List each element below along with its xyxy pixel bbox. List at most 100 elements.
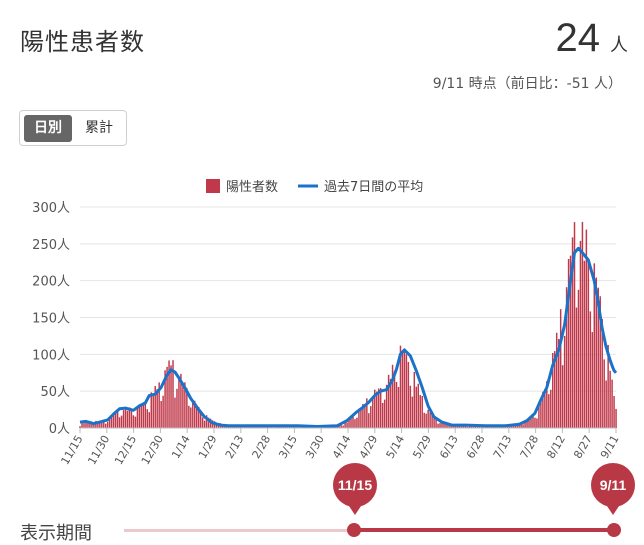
bar bbox=[540, 401, 542, 428]
bar bbox=[405, 354, 408, 428]
bar bbox=[116, 410, 119, 428]
bar bbox=[146, 409, 149, 428]
bar bbox=[419, 395, 421, 428]
x-tick-label: 9/11 bbox=[598, 433, 622, 461]
tab-daily[interactable]: 日別 bbox=[24, 115, 72, 142]
bar bbox=[571, 237, 574, 428]
tab-cumulative[interactable]: 累計 bbox=[85, 120, 113, 136]
bar bbox=[294, 426, 297, 428]
bar bbox=[176, 388, 178, 428]
bar bbox=[150, 392, 152, 428]
bar bbox=[190, 407, 192, 428]
bar bbox=[166, 366, 168, 428]
bar bbox=[528, 418, 530, 428]
bar bbox=[453, 426, 455, 428]
bar bbox=[591, 332, 594, 428]
bar bbox=[399, 345, 402, 428]
bar bbox=[538, 402, 540, 428]
bar bbox=[441, 422, 443, 428]
bar bbox=[209, 418, 212, 428]
bar bbox=[415, 386, 418, 428]
bar bbox=[207, 417, 210, 428]
count-value: 24 bbox=[555, 16, 601, 60]
bar bbox=[552, 352, 554, 428]
bar bbox=[425, 413, 427, 428]
bar bbox=[575, 307, 578, 428]
bar bbox=[366, 398, 368, 428]
x-tick-label: 11/30 bbox=[85, 433, 112, 467]
bar bbox=[271, 426, 273, 428]
bar bbox=[134, 416, 137, 428]
x-tick-label: 5/29 bbox=[410, 433, 434, 461]
bar bbox=[85, 421, 87, 428]
bar bbox=[427, 409, 429, 428]
bar bbox=[156, 389, 158, 428]
bar bbox=[194, 400, 196, 428]
bar bbox=[468, 425, 471, 428]
bar bbox=[447, 423, 449, 428]
x-tick-label: 7/28 bbox=[518, 433, 542, 461]
x-tick-label: 6/28 bbox=[464, 433, 488, 461]
bar bbox=[364, 404, 366, 428]
bar bbox=[370, 406, 372, 428]
bar bbox=[431, 414, 433, 428]
bar bbox=[170, 365, 172, 428]
bar bbox=[340, 425, 342, 428]
bar bbox=[417, 383, 419, 428]
bar bbox=[569, 255, 572, 428]
bar bbox=[130, 410, 133, 428]
bar bbox=[526, 420, 528, 428]
range-end-handle[interactable] bbox=[607, 523, 621, 537]
bar bbox=[615, 408, 617, 428]
bar bbox=[360, 407, 362, 428]
bar bbox=[401, 351, 404, 428]
bar bbox=[587, 261, 590, 428]
x-tick-label: 12/30 bbox=[139, 433, 166, 467]
end-date-label: 9/11 bbox=[591, 463, 635, 507]
bar bbox=[140, 405, 143, 428]
bar bbox=[188, 405, 190, 428]
bar bbox=[437, 423, 439, 428]
bar bbox=[124, 406, 127, 428]
bar bbox=[164, 370, 166, 428]
x-tick-label: 12/15 bbox=[112, 433, 139, 467]
bar bbox=[83, 423, 85, 428]
bar bbox=[122, 410, 125, 428]
y-tick-label: 50人 bbox=[40, 385, 70, 400]
bar bbox=[182, 382, 184, 428]
y-tick-label: 300人 bbox=[32, 201, 70, 216]
page-title: 陽性患者数 bbox=[20, 28, 145, 56]
bar bbox=[160, 401, 162, 428]
average-line bbox=[79, 246, 618, 428]
x-tick-label: 6/13 bbox=[437, 433, 461, 461]
bar bbox=[152, 395, 154, 428]
bar bbox=[385, 384, 388, 428]
bar bbox=[563, 335, 566, 428]
bar bbox=[391, 364, 394, 428]
range-start-handle[interactable] bbox=[347, 523, 361, 537]
y-axis: 0人 50人 100人 150人 200人 250人 300人 bbox=[32, 201, 70, 437]
bar bbox=[567, 258, 570, 428]
bar bbox=[599, 296, 601, 428]
bar bbox=[97, 421, 99, 428]
bar bbox=[455, 425, 457, 428]
bar bbox=[217, 425, 220, 428]
count-unit: 人 bbox=[610, 35, 628, 56]
bar bbox=[613, 396, 615, 428]
bar bbox=[103, 419, 105, 428]
range-selected bbox=[354, 528, 614, 532]
bar bbox=[403, 351, 406, 428]
bar bbox=[478, 426, 481, 428]
bar bbox=[559, 309, 562, 428]
bar bbox=[461, 425, 463, 428]
bar bbox=[118, 417, 121, 428]
bar bbox=[172, 360, 174, 428]
bar bbox=[132, 415, 135, 428]
bar bbox=[459, 425, 461, 428]
bar bbox=[186, 388, 188, 428]
bar bbox=[128, 407, 131, 428]
x-tick-label: 4/29 bbox=[357, 433, 381, 461]
bar bbox=[180, 373, 182, 428]
chart-bars bbox=[79, 221, 617, 428]
bar bbox=[142, 402, 145, 428]
